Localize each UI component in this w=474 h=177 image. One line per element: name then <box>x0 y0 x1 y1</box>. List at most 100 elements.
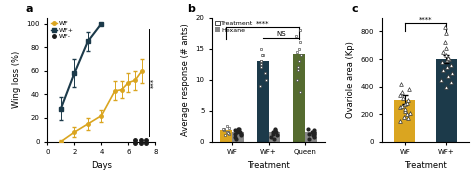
Point <box>294 69 302 72</box>
Text: NS: NS <box>276 31 286 37</box>
Point <box>273 134 281 137</box>
Point <box>442 47 450 49</box>
Point <box>404 117 412 120</box>
Point <box>403 113 411 115</box>
Point <box>398 104 406 107</box>
Point <box>401 110 409 113</box>
Text: c: c <box>351 4 358 13</box>
Point <box>220 128 228 131</box>
Point <box>437 78 445 81</box>
Point <box>309 134 317 137</box>
Point <box>257 47 265 50</box>
Point <box>407 111 414 114</box>
Point <box>399 91 406 93</box>
Point <box>231 135 239 138</box>
Legend: Treatment, Hexane: Treatment, Hexane <box>215 21 254 33</box>
Point <box>310 131 318 134</box>
Point <box>233 131 240 134</box>
Point <box>223 125 231 127</box>
Point <box>401 103 409 106</box>
Point <box>406 88 413 91</box>
Point <box>231 129 239 132</box>
Point <box>443 59 450 62</box>
Point <box>403 102 410 104</box>
Point <box>304 128 312 131</box>
Point <box>269 133 277 136</box>
Point <box>271 137 278 140</box>
Point <box>293 50 301 53</box>
Text: ***: *** <box>151 78 157 88</box>
Point <box>296 41 304 44</box>
Point <box>310 129 318 132</box>
Point <box>256 84 264 87</box>
Bar <box>293 54 305 142</box>
Point <box>236 128 243 131</box>
Point <box>296 47 303 50</box>
Point <box>258 60 265 62</box>
Text: a: a <box>26 4 33 13</box>
Point <box>262 78 270 81</box>
Point <box>268 135 275 138</box>
Point <box>259 53 267 56</box>
Point <box>442 85 449 88</box>
Point <box>257 66 264 69</box>
Point <box>237 133 245 136</box>
Point <box>310 133 318 136</box>
Bar <box>220 130 232 142</box>
Point <box>448 71 456 74</box>
Point <box>295 60 303 62</box>
Point <box>439 51 447 53</box>
Point <box>257 60 264 62</box>
Point <box>444 74 451 77</box>
Point <box>401 107 409 110</box>
Bar <box>305 132 317 142</box>
Bar <box>257 61 269 142</box>
Legend: WF, WF+, WF-: WF, WF+, WF- <box>51 21 73 39</box>
Point <box>396 93 403 96</box>
Point <box>400 96 407 99</box>
Point <box>443 66 451 69</box>
Point <box>305 137 313 140</box>
Bar <box>232 132 244 142</box>
Point <box>442 53 450 56</box>
Point <box>310 135 318 138</box>
Point <box>258 53 266 56</box>
Point <box>293 78 301 81</box>
Point <box>226 132 233 135</box>
Bar <box>436 59 457 142</box>
Point <box>220 129 228 132</box>
Point <box>297 53 305 56</box>
Point <box>396 119 403 122</box>
Point <box>445 56 452 59</box>
Point <box>404 99 412 102</box>
Y-axis label: Wing loss (%): Wing loss (%) <box>12 51 21 108</box>
Point <box>442 32 450 34</box>
Point <box>234 128 241 131</box>
Bar <box>269 132 280 142</box>
X-axis label: Days: Days <box>91 161 112 170</box>
Point <box>271 129 278 132</box>
Point <box>237 134 245 137</box>
Point <box>232 137 239 140</box>
Point <box>272 131 279 134</box>
Point <box>224 132 231 134</box>
X-axis label: Treatment: Treatment <box>404 161 447 170</box>
Point <box>398 82 405 85</box>
Text: ****: **** <box>256 21 270 27</box>
Point <box>292 35 300 38</box>
Point <box>447 63 455 66</box>
Y-axis label: Average response (# ants): Average response (# ants) <box>181 23 190 136</box>
Point <box>257 63 264 65</box>
Point <box>447 81 455 84</box>
Point <box>296 91 304 93</box>
Point <box>400 115 408 118</box>
Bar <box>394 100 415 142</box>
Point <box>271 128 279 131</box>
Point <box>438 60 446 63</box>
Point <box>261 72 269 75</box>
Point <box>441 41 449 44</box>
Point <box>439 69 447 72</box>
Text: b: b <box>187 4 195 13</box>
Text: ****: **** <box>419 17 432 23</box>
Point <box>225 127 232 129</box>
